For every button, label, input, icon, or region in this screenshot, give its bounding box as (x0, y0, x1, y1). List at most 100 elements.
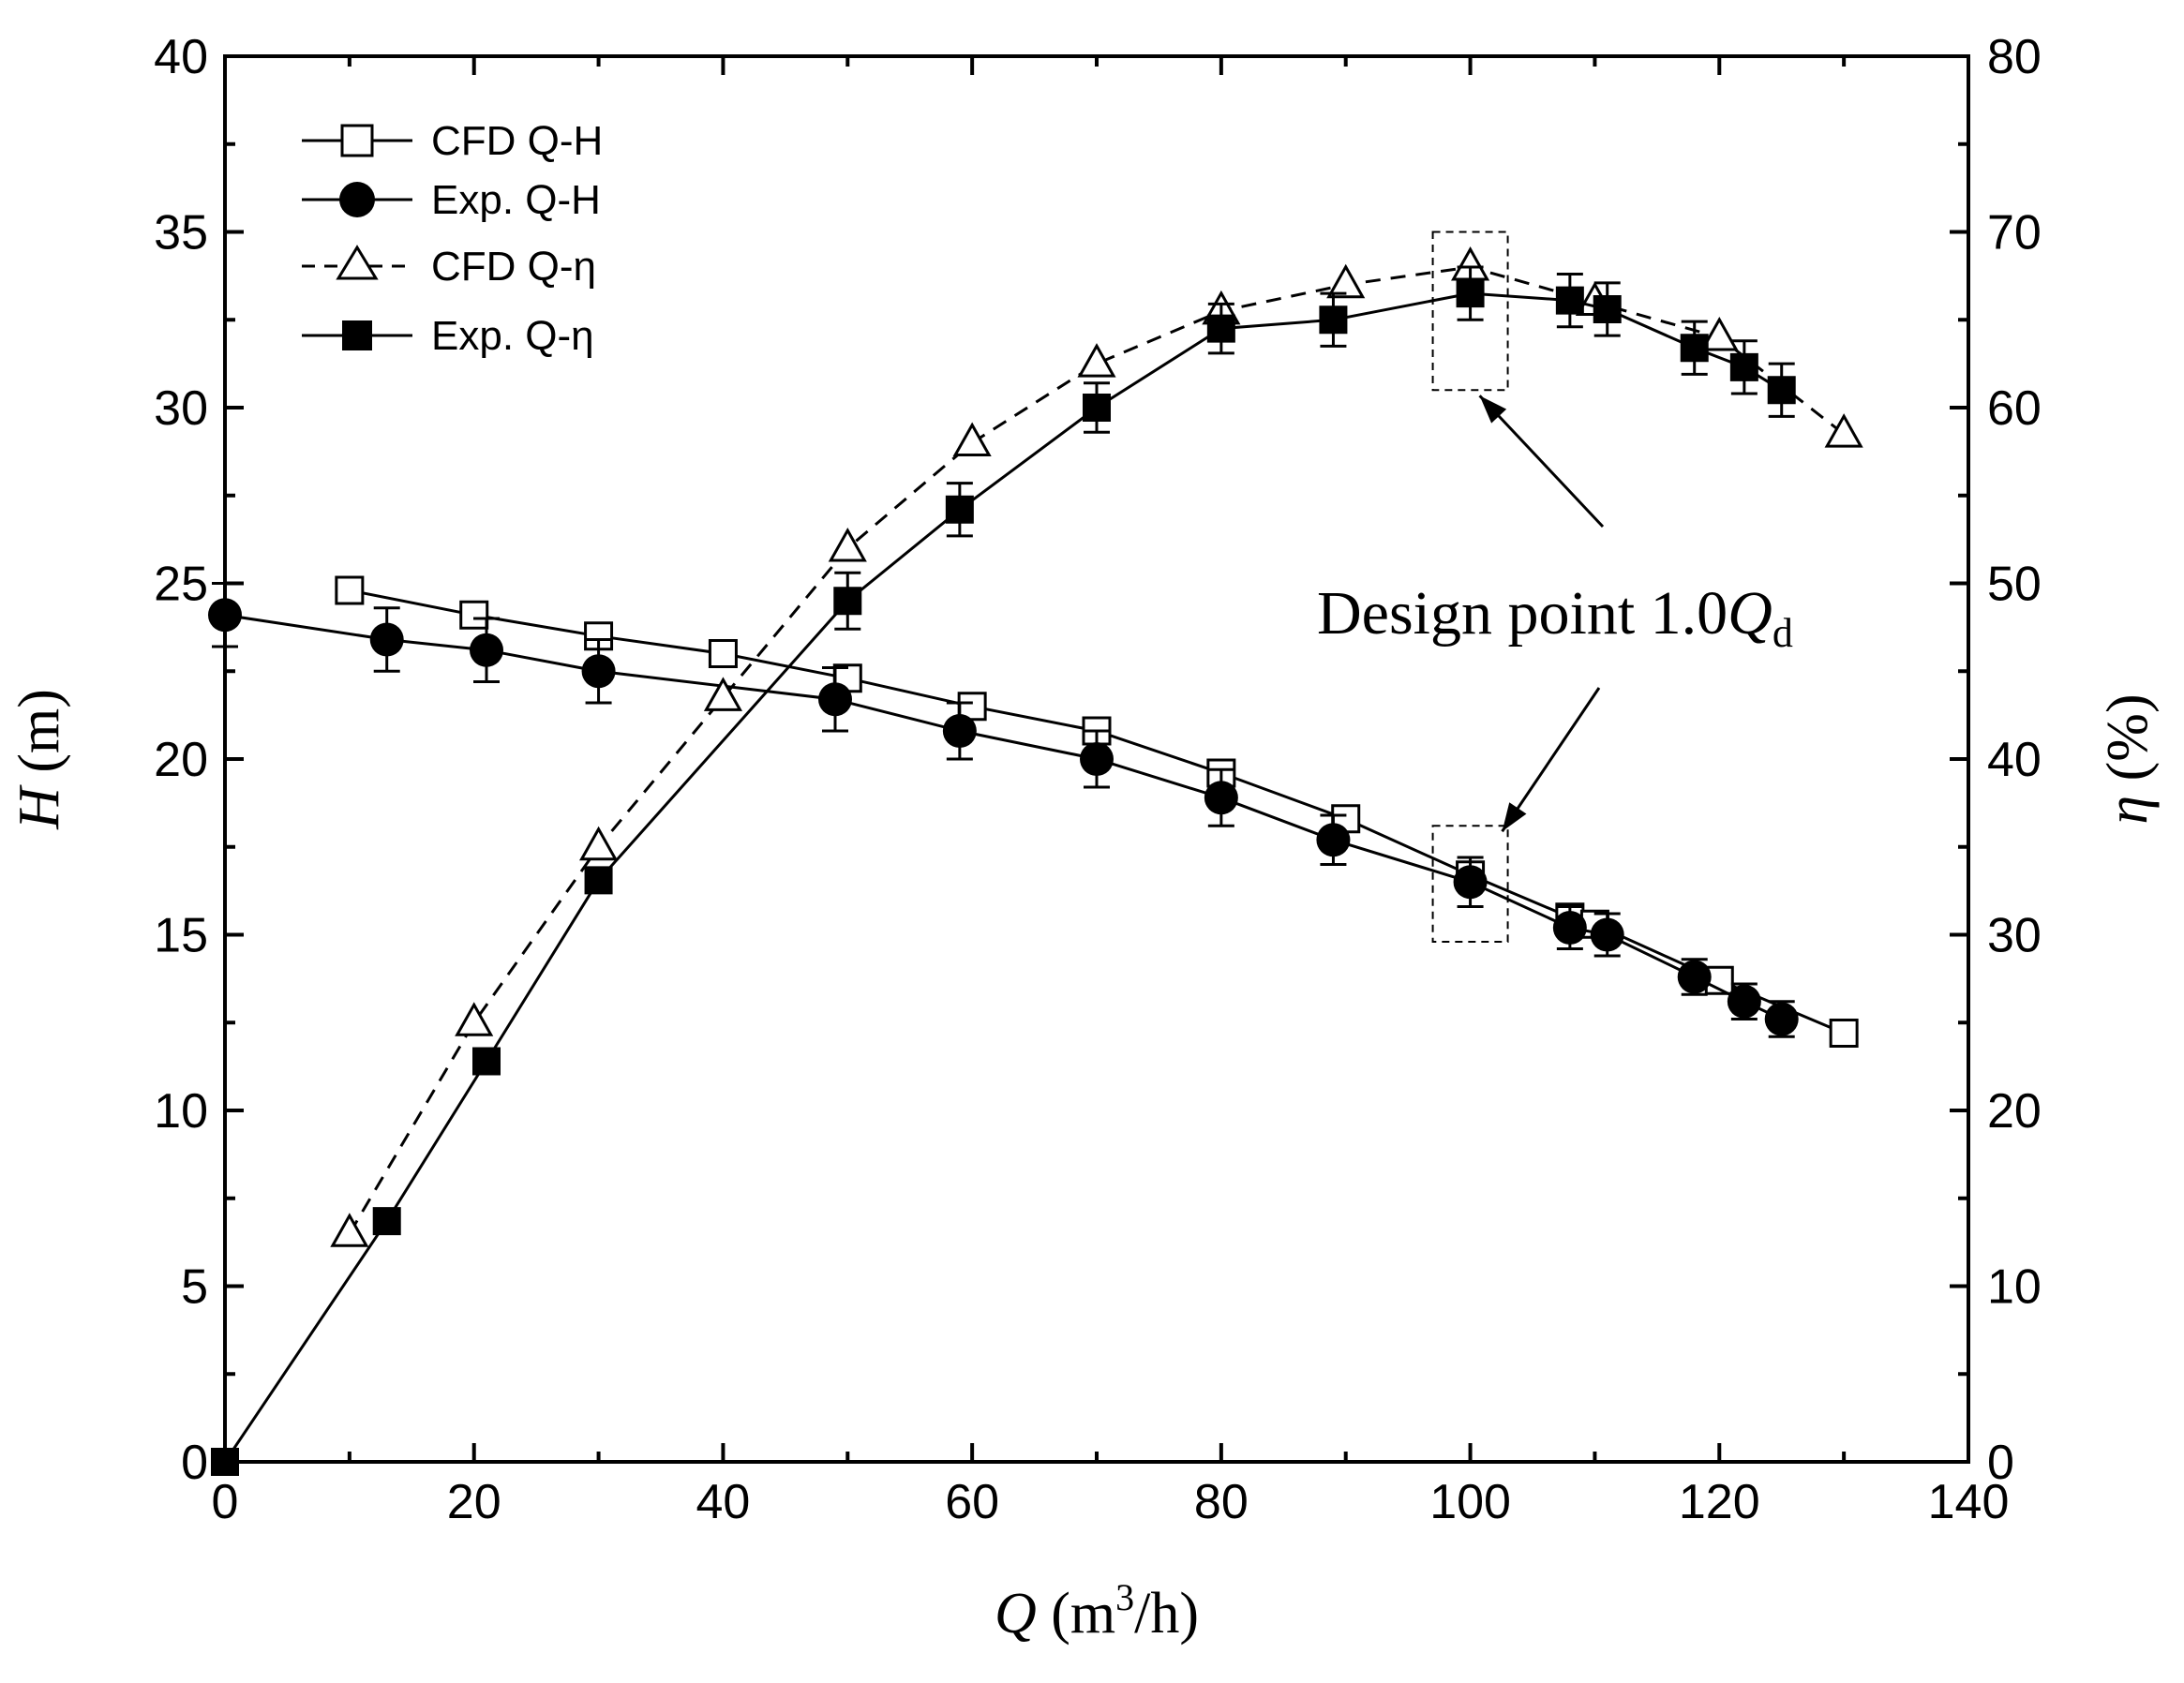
y-right-tick-label: 30 (1987, 909, 2042, 963)
data-point-exp-q-h (1316, 823, 1351, 857)
legend-entry-exp-qh: Exp. Q-H (302, 177, 601, 223)
design-point-box-efficiency (1431, 231, 1509, 392)
y-left-axis-ticks: 0 5 10 15 20 25 30 35 40 (154, 30, 244, 1490)
data-point-exp-q-h (1080, 742, 1114, 776)
data-point-exp-q (1767, 376, 1796, 405)
data-point-exp-q (584, 866, 613, 895)
y-right-tick-label: 50 (1987, 558, 2042, 612)
y-right-axis-title: η (%) (2096, 693, 2160, 824)
arrow-to-efficiency-design-point-head (1479, 395, 1507, 424)
data-point-cfd-q (828, 527, 867, 562)
data-point-exp-q-h (1677, 960, 1712, 994)
legend: CFD Q-H Exp. Q-H CFD Q-η Exp. Q-η (302, 118, 603, 359)
data-point-exp-q (1555, 286, 1584, 315)
y-left-tick-label: 35 (154, 206, 208, 261)
legend-entry-cfd-qeta: CFD Q-η (302, 244, 596, 290)
data-point-cfd-q (952, 422, 992, 456)
x-tick-label: 60 (945, 1475, 999, 1529)
legend-label-cfd-qh: CFD Q-H (431, 118, 603, 164)
data-point-cfd-q (1824, 413, 1863, 448)
x-tick-label: 120 (1679, 1475, 1760, 1529)
y-right-tick-label: 70 (1987, 206, 2042, 261)
data-point-exp-q (833, 587, 862, 616)
x-axis-title: Q (m3/h) (995, 1576, 1199, 1646)
x-tick-label: 100 (1429, 1475, 1511, 1529)
data-point-exp-q-h (470, 633, 503, 667)
data-point-exp-q-h (1590, 917, 1624, 952)
y-right-tick-label: 60 (1987, 381, 2042, 436)
data-point-exp-q (1729, 352, 1758, 381)
arrow-to-head-design-point-shaft (1501, 687, 1601, 833)
y-left-tick-label: 30 (154, 381, 208, 436)
data-point-exp-q-h (1204, 781, 1238, 815)
legend-label-exp-qh: Exp. Q-H (431, 177, 601, 223)
x-tick-label: 140 (1928, 1475, 2010, 1529)
x-tick-label: 40 (696, 1475, 751, 1529)
data-point-cfd-q-h (708, 639, 738, 668)
y-right-axis-ticks: 0 10 20 30 40 50 60 70 80 (1950, 30, 2042, 1490)
data-point-exp-q (472, 1047, 501, 1076)
data-point-exp-q-h (1453, 865, 1488, 900)
data-point-exp-q (1206, 314, 1235, 343)
arrow-to-head-design-point-head (1502, 802, 1527, 832)
y-right-tick-label: 80 (1987, 30, 2042, 84)
data-point-exp-q-h (1764, 1002, 1799, 1036)
legend-entry-cfd-qh: CFD Q-H (302, 118, 603, 164)
data-point-exp-q (1319, 305, 1348, 335)
data-point-exp-q (1456, 279, 1485, 308)
data-point-cfd-q-h (1829, 1019, 1859, 1048)
legend-label-exp-qeta: Exp. Q-η (431, 313, 594, 359)
data-point-cfd-q (330, 1213, 369, 1247)
data-point-exp-q (372, 1207, 401, 1236)
data-point-exp-q (1593, 295, 1622, 323)
series-cfd-q-h (335, 575, 1859, 1048)
data-point-exp-q-h (818, 682, 852, 717)
y-left-tick-label: 20 (154, 733, 208, 787)
data-point-exp-q-h (581, 654, 616, 689)
y-left-tick-label: 40 (154, 30, 208, 84)
data-point-cfd-q-h (459, 600, 489, 630)
series-exp-q-h (208, 582, 1799, 1038)
data-point-cfd-q (455, 1002, 494, 1036)
data-point-cfd-q (1077, 343, 1116, 378)
annotation-layer (1431, 231, 1605, 943)
legend-marker-cfd-qeta (336, 245, 379, 280)
legend-marker-exp-qh (339, 182, 375, 217)
y-right-tick-label: 0 (1987, 1436, 2014, 1490)
y-right-tick-label: 40 (1987, 733, 2042, 787)
data-point-exp-q (945, 495, 974, 524)
y-right-tick-label: 20 (1987, 1084, 2042, 1139)
x-axis-ticks: 0 20 40 60 80 100 120 140 (212, 56, 2010, 1529)
legend-entry-exp-qeta: Exp. Q-η (302, 313, 594, 359)
data-point-cfd-q (703, 677, 742, 711)
data-point-cfd-q-h (335, 575, 365, 605)
data-point-exp-q (1083, 394, 1111, 422)
y-left-tick-label: 0 (181, 1436, 208, 1490)
data-point-exp-q-h (1552, 911, 1587, 945)
x-tick-label: 80 (1194, 1475, 1249, 1529)
data-point-exp-q-h (942, 714, 977, 748)
legend-label-cfd-qeta: CFD Q-η (431, 244, 596, 290)
series-exp-q (211, 265, 1796, 1476)
data-point-cfd-q (1326, 263, 1366, 299)
y-right-tick-label: 10 (1987, 1260, 2042, 1315)
annotation-label: Design point 1.0Qd (1317, 579, 1793, 656)
data-point-exp-q-h (208, 598, 242, 633)
data-point-cfd-q (579, 826, 619, 861)
series-line-cfd-q-h (349, 588, 1845, 1035)
series-layer (208, 246, 1863, 1476)
data-point-exp-q-h (369, 622, 404, 657)
y-left-tick-label: 15 (154, 909, 208, 963)
x-tick-label: 20 (447, 1475, 501, 1529)
data-point-cfd-q (1699, 316, 1739, 351)
x-tick-label: 0 (212, 1475, 239, 1529)
data-point-exp-q-h (1727, 984, 1761, 1019)
y-left-tick-label: 25 (154, 558, 208, 612)
arrow-to-efficiency-design-point-shaft (1478, 395, 1605, 529)
y-left-tick-label: 5 (181, 1260, 208, 1315)
data-point-exp-q (1680, 334, 1709, 363)
y-left-tick-label: 10 (154, 1084, 208, 1139)
legend-marker-cfd-qh (340, 124, 374, 157)
design-point-box-head (1431, 825, 1509, 943)
series-line-exp-q-h (224, 613, 1783, 1020)
